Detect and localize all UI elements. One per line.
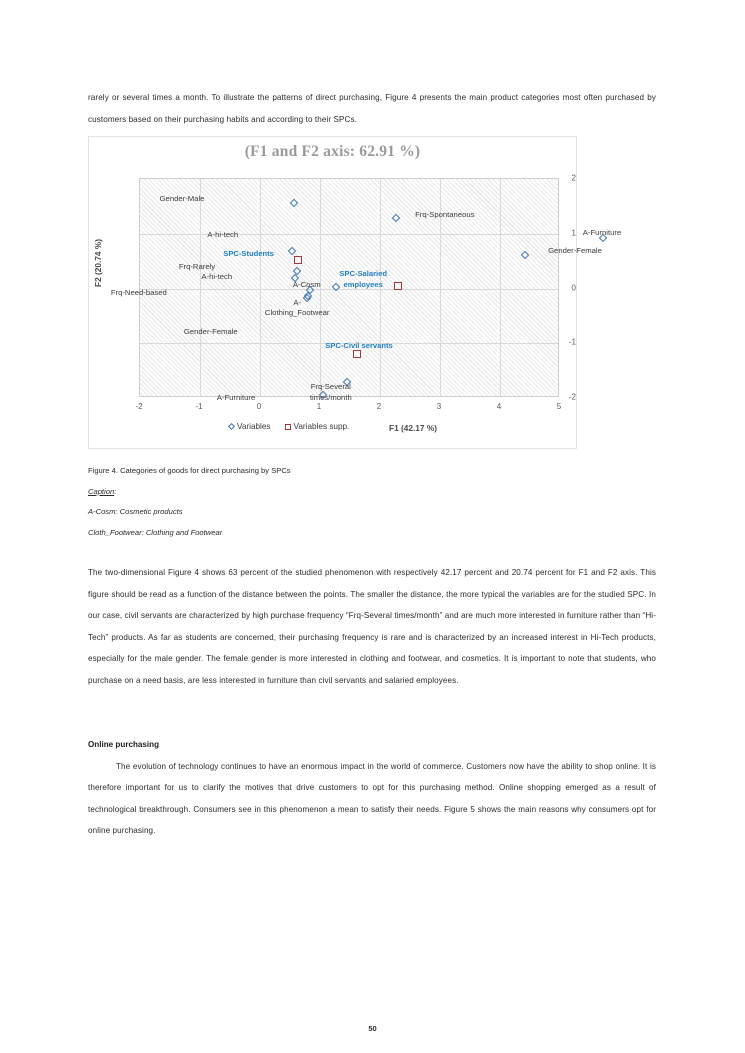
label-a-cosm: A-Cosm bbox=[292, 279, 321, 289]
label-frq-rarely: Frq-Rarely bbox=[178, 262, 216, 272]
gridline-vertical bbox=[320, 179, 321, 396]
caption-legend-line-2: Cloth_Footwear: Clothing and Footwear bbox=[88, 527, 223, 537]
online-purchasing-block: Online purchasing The evolution of techn… bbox=[88, 734, 656, 842]
x-tick-2: 2 bbox=[376, 402, 382, 411]
data-point-a-hi-tech-upper bbox=[287, 246, 297, 255]
label-a-hi-tech-upper: A-hi-tech bbox=[207, 230, 239, 239]
y-tick-neg1: -1 bbox=[568, 337, 576, 347]
intro-paragraph: rarely or several times a month. To illu… bbox=[88, 93, 656, 124]
diamond-marker-icon bbox=[227, 422, 236, 431]
figure-4-chart: (F1 and F2 axis: 62.91 %) F2 (20.74 %) F… bbox=[88, 136, 621, 449]
square-marker-icon bbox=[284, 423, 291, 430]
gridline-vertical bbox=[200, 179, 201, 396]
x-tick-5: 5 bbox=[556, 402, 562, 411]
label-a-hi-tech-lower: A-hi-tech bbox=[201, 272, 233, 282]
label-a-clothing-footwear-line1: A- bbox=[293, 297, 302, 307]
label-frq-several-line1: Frq-Several bbox=[310, 382, 351, 392]
data-point-a-cosm bbox=[331, 282, 341, 292]
x-tick-neg1: -1 bbox=[195, 402, 203, 411]
chart-title: (F1 and F2 axis: 62.91 %) bbox=[244, 143, 421, 160]
y-tick-neg2: -2 bbox=[568, 392, 576, 402]
x-tick-3: 3 bbox=[436, 402, 442, 411]
intro-paragraph-block: rarely or several times a month. To illu… bbox=[88, 87, 656, 130]
label-frq-need-based: Frq-Need-based bbox=[110, 287, 167, 297]
y-tick-0: 0 bbox=[571, 283, 576, 292]
chart-legend: Variables Variables supp. bbox=[227, 422, 350, 431]
gridline-vertical bbox=[500, 179, 501, 396]
data-point-gender-female-right bbox=[520, 250, 530, 260]
chart-x-axis-label: F1 (42.17 %) bbox=[389, 423, 437, 433]
online-purchasing-paragraph: The evolution of technology continues to… bbox=[88, 761, 656, 836]
caption-label-row: Caption: bbox=[88, 482, 656, 503]
x-tick-4: 4 bbox=[496, 402, 502, 411]
data-point-spc-civil-servants bbox=[353, 350, 362, 359]
y-tick-1: 1 bbox=[571, 228, 576, 238]
gridline-horizontal bbox=[140, 233, 558, 235]
label-gender-female-right: Gender-Female bbox=[548, 245, 602, 255]
data-point-gender-male bbox=[289, 198, 298, 208]
label-gender-female-left: Gender-Female bbox=[183, 326, 238, 336]
label-spc-civil-servants: SPC-Civil servants bbox=[325, 341, 393, 351]
label-spc-students: SPC-Students bbox=[223, 249, 274, 259]
chart-plot-area: Gender-Male Frq-Spontaneous A-Furniture … bbox=[111, 178, 621, 402]
label-spc-salaried-line2: employees bbox=[343, 279, 383, 289]
gridline-horizontal bbox=[140, 288, 558, 290]
caption-legend-line-1: A-Cosm: Cosmetic products bbox=[88, 507, 183, 516]
page-number: 50 bbox=[368, 1024, 377, 1033]
data-point-frq-spontaneous bbox=[391, 213, 400, 223]
legend-label-variables: Variables bbox=[237, 422, 271, 431]
analysis-paragraph: The two-dimensional Figure 4 shows 63 pe… bbox=[88, 568, 656, 685]
legend-label-variables-supp: Variables supp. bbox=[293, 422, 350, 431]
data-point-spc-students bbox=[293, 256, 302, 264]
x-tick-neg2: -2 bbox=[135, 402, 143, 411]
figure-caption-block: Figure 4. Categories of goods for direct… bbox=[88, 461, 656, 543]
gridline-vertical bbox=[440, 179, 441, 396]
x-tick-1: 1 bbox=[316, 402, 322, 411]
legend-item-variables-supp[interactable]: Variables supp. bbox=[284, 422, 350, 431]
label-frq-several-line2: times/month bbox=[309, 392, 352, 402]
caption-colon: : bbox=[114, 486, 117, 496]
caption-word: Caption bbox=[88, 486, 115, 496]
label-a-furniture-top: A-Furniture bbox=[582, 228, 622, 238]
legend-item-variables[interactable]: Variables bbox=[227, 422, 271, 431]
figure-caption-title: Figure 4. Categories of goods for direct… bbox=[88, 466, 291, 475]
label-a-clothing-footwear-line2: Clothing_Footwear bbox=[264, 308, 330, 317]
x-tick-0: 0 bbox=[256, 402, 262, 411]
gridline-vertical bbox=[380, 179, 381, 396]
label-frq-spontaneous: Frq-Spontaneous bbox=[415, 209, 475, 219]
gridline-vertical bbox=[260, 179, 261, 396]
data-point-spc-salaried-employees bbox=[394, 282, 402, 291]
label-a-furniture-bottom: A-Furniture bbox=[216, 392, 256, 402]
gridline-horizontal bbox=[140, 343, 558, 345]
y-tick-2: 2 bbox=[571, 173, 576, 183]
chart-y-axis-label: F2 (20.74 %) bbox=[93, 239, 103, 287]
label-spc-salaried-line1: SPC-Salaried bbox=[339, 268, 388, 278]
section-heading-online-purchasing: Online purchasing bbox=[88, 740, 160, 749]
analysis-paragraph-block: The two-dimensional Figure 4 shows 63 pe… bbox=[88, 562, 656, 691]
label-gender-male: Gender-Male bbox=[159, 194, 205, 203]
